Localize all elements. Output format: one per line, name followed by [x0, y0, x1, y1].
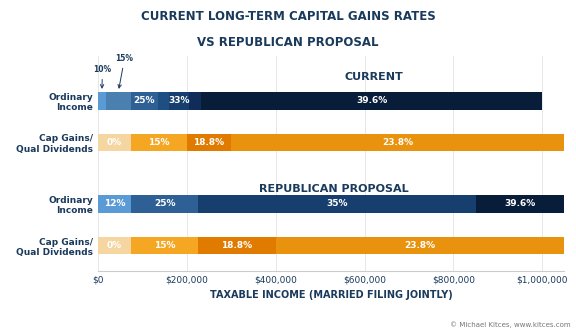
Text: 39.6%: 39.6% — [356, 96, 387, 105]
Text: 18.8%: 18.8% — [194, 138, 225, 147]
Bar — [98, 134, 131, 151]
Text: 18.8%: 18.8% — [221, 241, 252, 250]
Text: 39.6%: 39.6% — [505, 199, 536, 208]
Text: REPUBLICAN PROPOSAL: REPUBLICAN PROPOSAL — [259, 184, 408, 194]
Text: 0%: 0% — [107, 138, 122, 147]
Text: CURRENT: CURRENT — [344, 72, 403, 82]
Text: 23.8%: 23.8% — [382, 138, 414, 147]
Bar — [198, 195, 476, 213]
Text: © Michael Kitces, www.kitces.com: © Michael Kitces, www.kitces.com — [450, 322, 570, 328]
Text: 10%: 10% — [93, 65, 111, 88]
Text: 15%: 15% — [116, 54, 134, 88]
Bar — [169, 92, 190, 110]
Bar — [187, 134, 231, 151]
Text: 35%: 35% — [326, 199, 347, 208]
Bar — [131, 195, 198, 213]
Bar — [201, 92, 542, 110]
Bar — [98, 237, 131, 254]
Text: 0%: 0% — [107, 241, 122, 250]
Bar — [106, 92, 131, 110]
Bar — [131, 134, 187, 151]
Text: 23.8%: 23.8% — [404, 241, 435, 250]
Bar — [231, 134, 564, 151]
Text: 25%: 25% — [154, 199, 175, 208]
Text: 33%: 33% — [169, 96, 190, 105]
Text: 25%: 25% — [134, 96, 155, 105]
Text: 15%: 15% — [148, 138, 169, 147]
Bar — [158, 92, 169, 110]
X-axis label: TAXABLE INCOME (MARRIED FILING JOINTLY): TAXABLE INCOME (MARRIED FILING JOINTLY) — [210, 290, 453, 300]
Bar — [476, 195, 564, 213]
Text: 12%: 12% — [104, 199, 126, 208]
Bar — [198, 237, 276, 254]
Bar — [276, 237, 564, 254]
Bar — [131, 92, 158, 110]
Bar — [98, 92, 106, 110]
Text: 15%: 15% — [154, 241, 175, 250]
Text: CURRENT LONG-TERM CAPITAL GAINS RATES: CURRENT LONG-TERM CAPITAL GAINS RATES — [141, 10, 435, 23]
Bar — [98, 195, 131, 213]
Text: VS REPUBLICAN PROPOSAL: VS REPUBLICAN PROPOSAL — [197, 36, 379, 49]
Bar — [190, 92, 201, 110]
Bar — [131, 237, 198, 254]
